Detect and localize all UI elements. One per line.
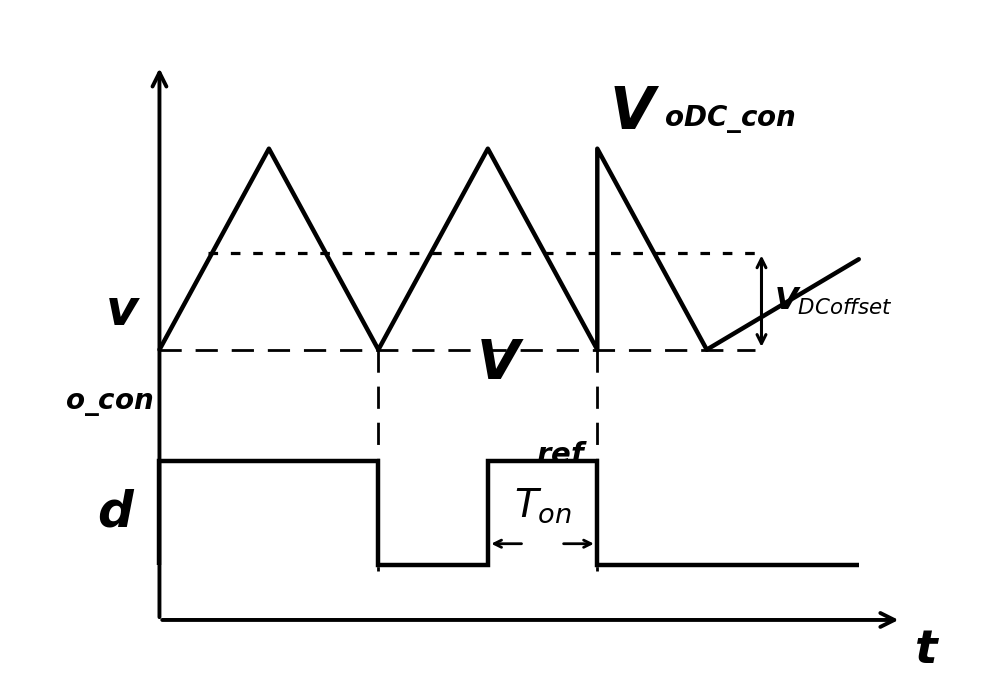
Text: $\boldsymbol{T_{on}}$: $\boldsymbol{T_{on}}$ <box>514 486 571 525</box>
Text: $\boldsymbol{V}$: $\boldsymbol{V}$ <box>476 336 524 391</box>
Text: $\boldsymbol{oDC\_con}$: $\boldsymbol{oDC\_con}$ <box>664 103 796 135</box>
Text: $\boldsymbol{ref}$: $\boldsymbol{ref}$ <box>536 440 588 469</box>
Text: $\boldsymbol{V}$$\boldsymbol{_{DCoffset}}$: $\boldsymbol{V}$$\boldsymbol{_{DCoffset}… <box>774 286 892 316</box>
Text: $\boldsymbol{v}$: $\boldsymbol{v}$ <box>105 287 141 336</box>
Text: $\boldsymbol{o\_con}$: $\boldsymbol{o\_con}$ <box>65 391 153 418</box>
Text: $\boldsymbol{d}$: $\boldsymbol{d}$ <box>97 488 135 537</box>
Text: $\boldsymbol{t}$: $\boldsymbol{t}$ <box>914 627 940 673</box>
Text: $\boldsymbol{V}$: $\boldsymbol{V}$ <box>609 85 660 142</box>
